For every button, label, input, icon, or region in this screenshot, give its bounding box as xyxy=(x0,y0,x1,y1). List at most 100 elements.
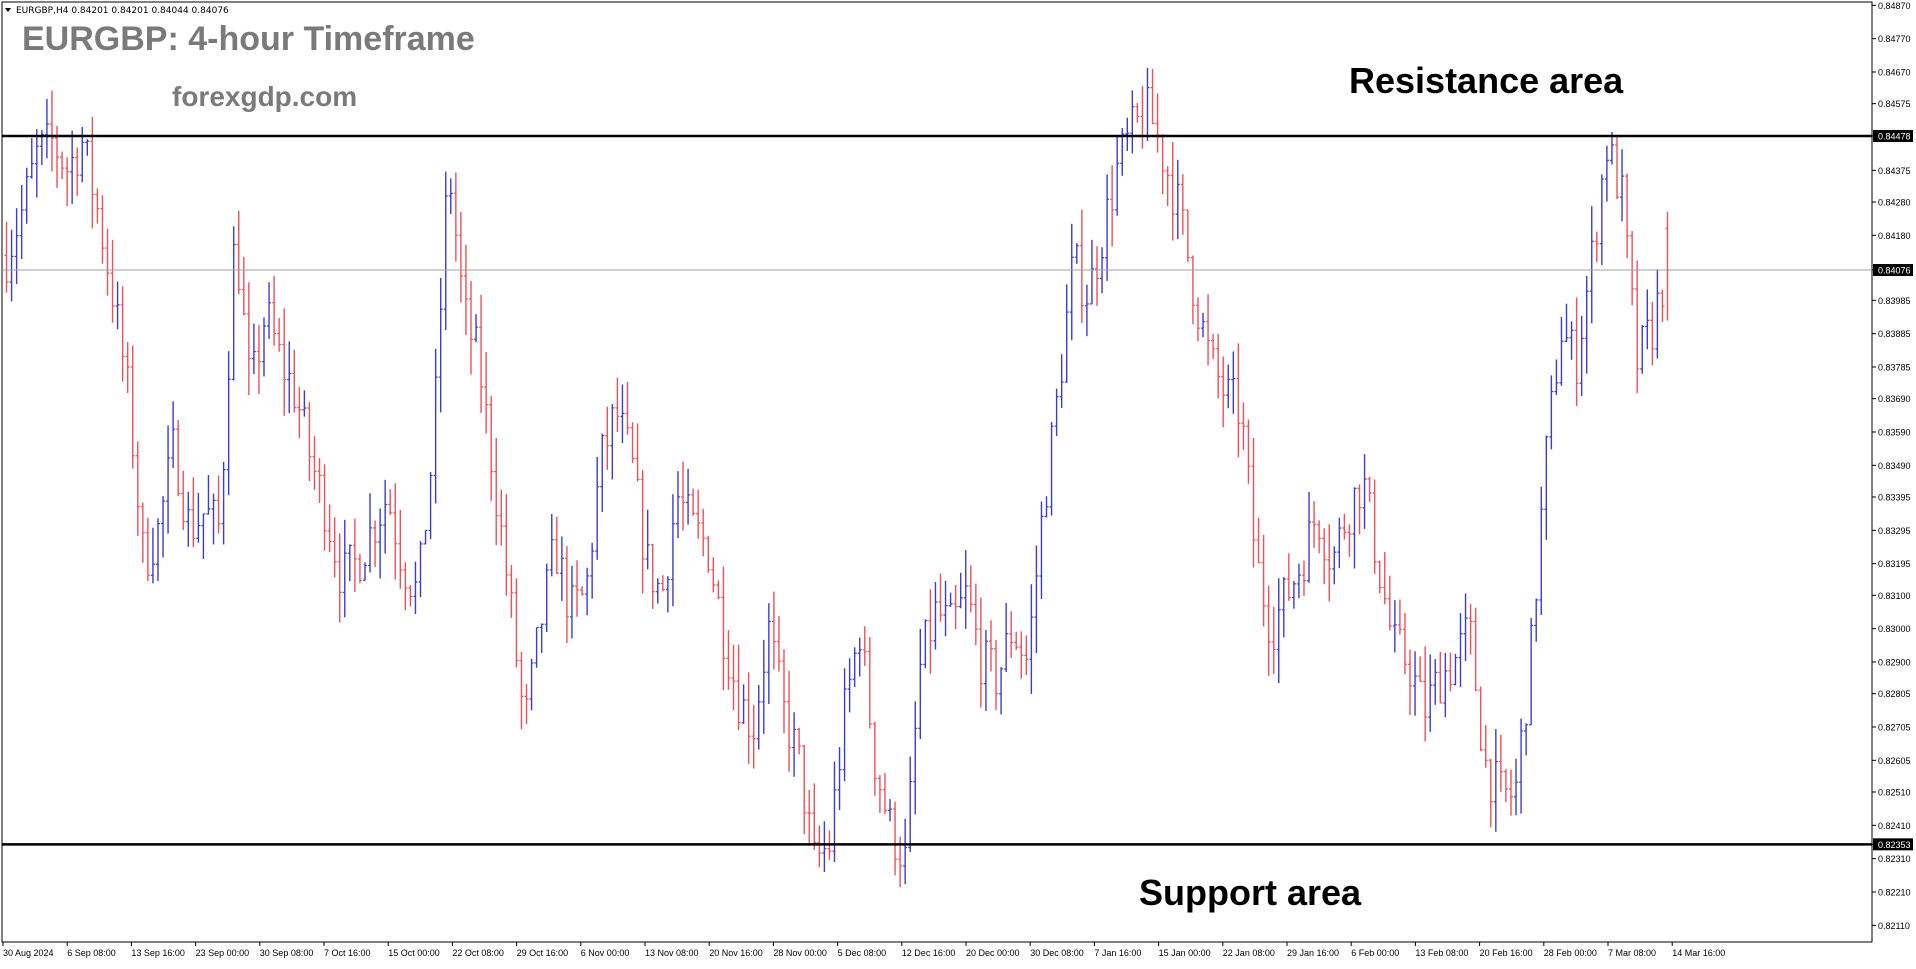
time-axis[interactable]: 30 Aug 2024 6 Sep 08:00 13 Sep 16:00 23 Sep… xyxy=(2,942,1725,958)
ohlc-bar xyxy=(14,208,19,285)
ohlc-bar xyxy=(771,591,776,670)
ohlc-bar xyxy=(1549,375,1554,450)
ohlc-bar xyxy=(1206,294,1211,366)
ohlc-bar xyxy=(867,637,872,729)
y-tick: 0.84280 xyxy=(1872,198,1911,208)
ohlc-bar xyxy=(135,441,140,536)
y-tick: 0.83985 xyxy=(1872,296,1911,306)
y-tick-label: 0.82705 xyxy=(1878,723,1911,733)
ohlc-bar xyxy=(1135,103,1140,123)
ohlc-bar xyxy=(267,282,272,339)
y-tick: 0.82310 xyxy=(1872,854,1911,864)
x-tick: 7 Oct 16:00 xyxy=(323,942,371,958)
ohlc-bar xyxy=(499,489,504,546)
support-label: Support area xyxy=(1139,872,1362,913)
ohlc-bar xyxy=(1423,646,1428,742)
y-tick-label: 0.82310 xyxy=(1878,854,1911,864)
x-tick: 14 Mar 16:00 xyxy=(1671,942,1725,958)
ohlc-bar xyxy=(933,582,938,650)
ohlc-bar xyxy=(1650,301,1655,366)
ohlc-bar xyxy=(882,772,887,814)
price-axis[interactable]: 0.84870 0.84770 0.84670 0.84575 0.84478 0.843… xyxy=(1872,1,1913,931)
ohlc-bar xyxy=(448,178,453,215)
ohlc-bar xyxy=(1428,654,1433,732)
ohlc-bar xyxy=(1433,659,1438,705)
ohlc-bar xyxy=(1498,734,1503,792)
ohlc-bar xyxy=(1251,437,1256,568)
x-tick: 30 Dec 08:00 xyxy=(1029,942,1084,958)
ohlc-bar xyxy=(963,550,968,629)
ohlc-bar xyxy=(1635,260,1640,394)
ohlc-bar xyxy=(1241,402,1246,450)
ohlc-bar xyxy=(1413,651,1418,716)
ohlc-bar xyxy=(85,139,90,156)
ohlc-bar xyxy=(1175,159,1180,240)
ohlc-bar xyxy=(1589,206,1594,324)
ohlc-bar xyxy=(1519,718,1524,814)
ohlc-bar xyxy=(1004,602,1009,673)
dropdown-triangle-icon[interactable] xyxy=(5,8,11,12)
ohlc-bar xyxy=(903,818,908,885)
ohlc-bar xyxy=(731,644,736,711)
ohlc-bar xyxy=(34,129,39,198)
ohlc-bar xyxy=(1236,343,1241,458)
ohlc-bar xyxy=(1347,524,1352,557)
x-tick: 22 Oct 08:00 xyxy=(451,942,504,958)
ohlc-bar xyxy=(423,529,428,545)
x-tick: 13 Nov 08:00 xyxy=(644,942,699,958)
ohlc-bar xyxy=(534,626,539,668)
ohlc-bar xyxy=(1307,491,1312,583)
x-tick: 23 Sep 00:00 xyxy=(195,942,249,958)
ohlc-bar xyxy=(787,670,792,772)
x-tick-label: 28 Feb 00:00 xyxy=(1544,948,1597,958)
ohlc-bar xyxy=(751,704,756,769)
ohlc-bar xyxy=(1226,364,1231,409)
ohlc-bar xyxy=(1488,758,1493,828)
ohlc-bar xyxy=(1387,575,1392,631)
ohlc-bar xyxy=(186,491,191,547)
y-tick: 0.82410 xyxy=(1872,821,1911,831)
ohlc-bar xyxy=(231,226,236,381)
ohlc-bar xyxy=(1317,520,1322,554)
x-tick: 5 Dec 08:00 xyxy=(837,942,886,958)
ohlc-bar xyxy=(438,277,443,413)
ohlc-bar xyxy=(1201,312,1206,338)
ohlc-bar xyxy=(1125,117,1130,151)
ohlc-bar xyxy=(317,458,322,503)
ohlc-bar xyxy=(347,544,352,582)
ohlc-bar xyxy=(1473,607,1478,692)
y-tick: 0.82510 xyxy=(1872,788,1911,798)
ohlc-bar xyxy=(792,712,797,777)
ohlc-bar xyxy=(287,341,292,414)
ohlc-bar xyxy=(130,345,135,469)
x-tick: 20 Dec 00:00 xyxy=(965,942,1020,958)
y-tick-label: 0.84575 xyxy=(1878,99,1911,109)
ohlc-bar xyxy=(9,229,14,302)
y-tick-label: 0.83100 xyxy=(1878,591,1911,601)
ohlc-bar xyxy=(660,575,665,592)
x-tick-label: 30 Sep 08:00 xyxy=(260,948,314,958)
ohlc-bar xyxy=(261,317,266,377)
ohlc-bar xyxy=(1190,255,1195,325)
ohlc-bar xyxy=(373,520,378,567)
ohlc-bar xyxy=(1367,476,1372,502)
x-tick-label: 29 Oct 16:00 xyxy=(517,948,569,958)
ohlc-bar xyxy=(1312,501,1317,548)
ohlc-bar xyxy=(852,647,857,687)
ohlc-bar xyxy=(585,567,590,616)
ohlc-bar xyxy=(857,637,862,677)
x-tick-label: 20 Nov 16:00 xyxy=(709,948,763,958)
ohlc-bar xyxy=(1392,600,1397,653)
y-tick: 0.84575 xyxy=(1872,99,1911,109)
ohlc-bar xyxy=(408,585,413,607)
ohlc-bar xyxy=(4,221,9,293)
ohlc-bar xyxy=(524,683,529,725)
ohlc-bar xyxy=(1231,351,1236,414)
ohlc-bar xyxy=(140,502,145,563)
ohlc-bar xyxy=(994,639,999,711)
ohlc-bar xyxy=(332,517,337,578)
ohlc-bar xyxy=(1069,223,1074,341)
ohlc-bar xyxy=(1089,239,1094,305)
